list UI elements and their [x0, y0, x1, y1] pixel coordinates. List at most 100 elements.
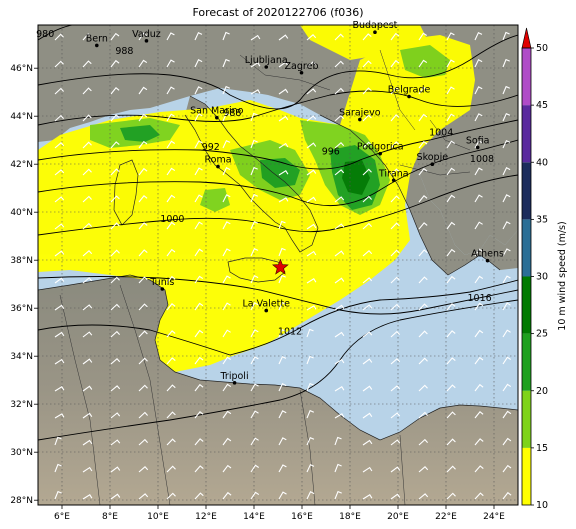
wind-barb — [474, 492, 484, 500]
wind-barb — [390, 412, 401, 419]
wind-barb — [390, 249, 400, 257]
wind-barb — [362, 195, 373, 203]
wind-barb — [278, 437, 287, 446]
city-label: Podgorica — [357, 142, 404, 153]
wind-barb — [390, 195, 400, 203]
colorbar-tick-label: 20 — [536, 386, 548, 397]
wind-barb — [82, 168, 92, 176]
wind-barb — [278, 301, 287, 311]
wind-barb — [138, 59, 148, 68]
city-tirana: Tirana — [378, 168, 409, 183]
wind-barb — [110, 195, 120, 203]
city-ljubljana: Ljubljana — [245, 55, 288, 69]
wind-barb — [306, 61, 317, 68]
lon-tick-label: 16°E — [291, 512, 313, 522]
colorbar-bin — [522, 105, 531, 163]
wind-barb — [138, 466, 149, 473]
colorbar-tick-label: 10 — [536, 500, 548, 511]
wind-barb — [54, 223, 65, 230]
city-dot — [485, 258, 490, 263]
wind-barb — [54, 60, 64, 68]
lon-tick-label: 20°E — [387, 512, 409, 522]
wind-barb — [222, 356, 232, 365]
wind-barb — [82, 412, 93, 419]
wind-barb — [222, 112, 231, 122]
city-label: Belgrade — [388, 85, 431, 96]
wind-barb — [222, 58, 230, 68]
wind-barb — [502, 302, 511, 311]
wind-barb — [334, 463, 342, 473]
wind-barb — [82, 222, 93, 230]
wind-barb — [474, 86, 483, 95]
wind-barb — [194, 31, 203, 41]
wind-barb — [222, 139, 231, 149]
wind-barb — [110, 59, 120, 68]
wind-barb — [278, 491, 287, 500]
wind-barb — [194, 59, 203, 68]
wind-barb — [418, 493, 429, 500]
city-sofia: Sofia — [466, 135, 490, 150]
wind-barb — [110, 466, 121, 473]
wind-barb — [502, 112, 511, 122]
wind-barb — [166, 221, 176, 230]
isobar-label: 996 — [322, 147, 340, 158]
wind-barb — [250, 302, 259, 311]
wind-barb — [54, 169, 65, 176]
wind-barb — [474, 31, 483, 41]
wind-barb — [82, 277, 93, 284]
lon-tick-label: 24°E — [483, 512, 505, 522]
wind-barb — [54, 33, 64, 41]
city-dot — [215, 115, 219, 120]
wind-barb — [446, 411, 456, 419]
wind-barb — [418, 167, 428, 176]
wind-barb — [194, 356, 204, 365]
wind-barb — [390, 303, 401, 311]
isobar-label: 1004 — [429, 127, 453, 138]
lat-tick-label: 44°N — [10, 112, 33, 122]
wind-barb — [474, 302, 484, 311]
wind-barb — [82, 141, 92, 149]
city-label: Zagreb — [285, 61, 319, 72]
wind-barb — [222, 248, 231, 257]
colorbar-tick-label: 30 — [536, 272, 548, 283]
wind-barb — [278, 410, 287, 419]
wind-barb — [334, 169, 345, 176]
wind-barb — [474, 59, 483, 68]
wind-barb — [418, 466, 429, 473]
lon-tick-label: 22°E — [435, 512, 457, 522]
wind-barb — [390, 168, 400, 176]
colorbar-tick-label: 35 — [536, 214, 548, 225]
lon-tick-label: 12°E — [195, 512, 217, 522]
wind-barb — [362, 304, 373, 311]
isobar-label: 992 — [202, 142, 220, 153]
wind-barb — [110, 439, 121, 446]
wind-barb — [418, 330, 428, 338]
lat-tick-label: 38°N — [10, 256, 33, 266]
wind-barb — [82, 385, 93, 392]
wind-barb — [166, 357, 176, 365]
wind-barb — [474, 356, 484, 365]
wind-barb — [54, 463, 62, 473]
wind-barb — [194, 248, 204, 257]
wind-barb — [362, 87, 372, 95]
wind-barb — [82, 114, 92, 122]
wind-barb — [54, 87, 65, 95]
colorbar-tick-label: 40 — [536, 157, 548, 168]
city-label: Sofia — [466, 135, 490, 146]
colorbar-bin — [522, 162, 531, 220]
wind-barb — [502, 248, 511, 257]
wind-barb — [334, 277, 345, 284]
wind-barb — [446, 248, 456, 257]
city-label: Skopje — [417, 152, 449, 163]
wind-barb — [110, 358, 121, 365]
wind-barb — [474, 383, 484, 392]
city-san-marino: San Marino — [190, 106, 244, 120]
wind-barb — [474, 329, 484, 338]
coastlines — [38, 95, 518, 441]
map-frame — [37, 24, 519, 506]
wind-barb — [390, 276, 400, 284]
wind-barb — [418, 140, 428, 149]
wind-barb — [278, 115, 289, 122]
